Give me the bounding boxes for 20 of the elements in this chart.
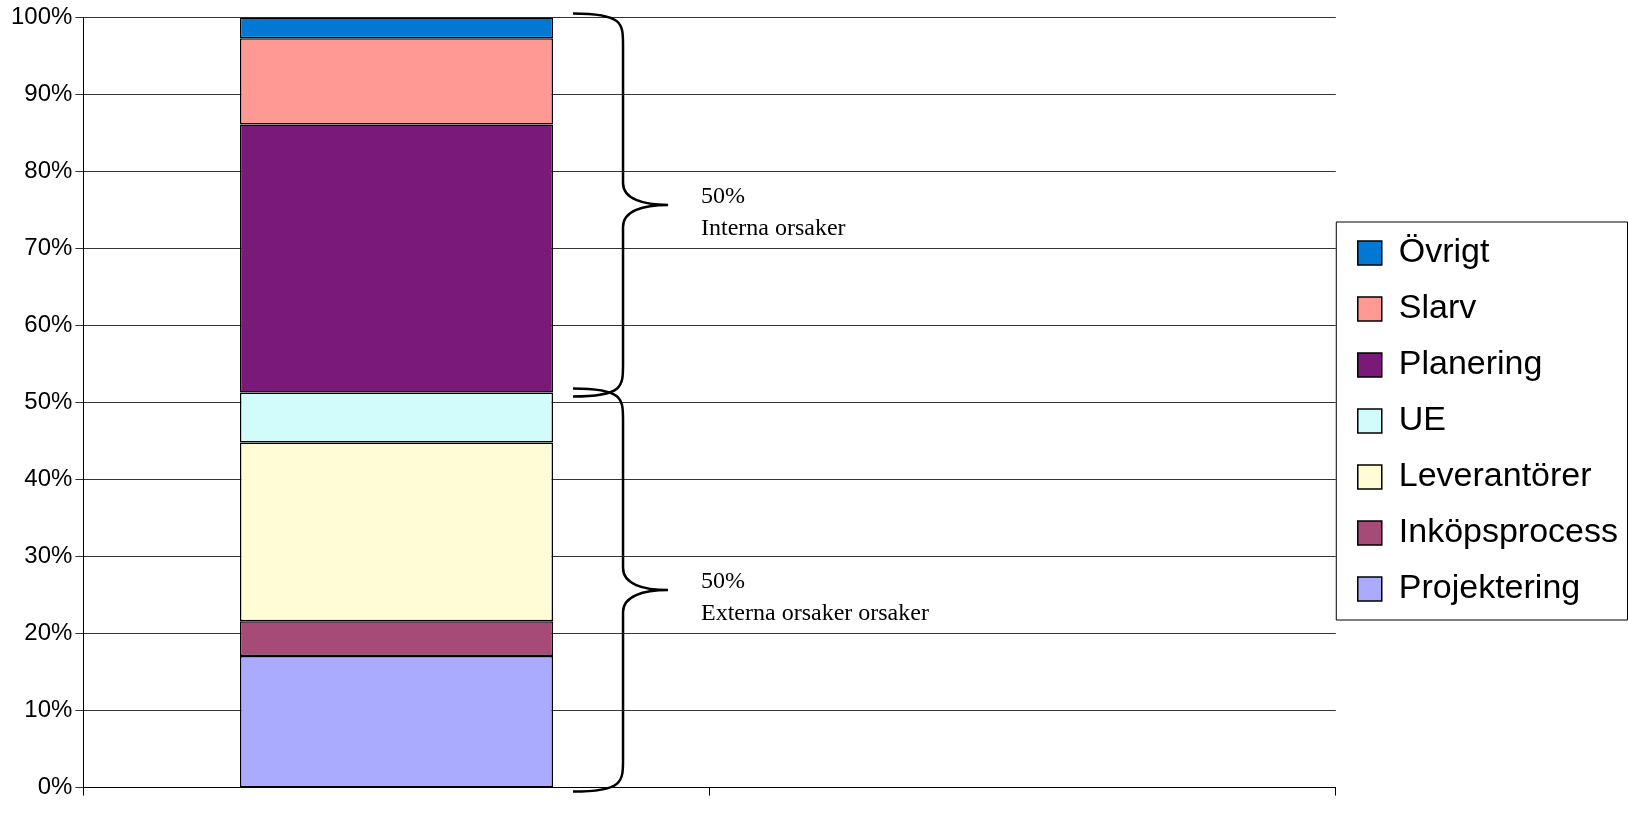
y-tick-label: 70% <box>24 233 73 261</box>
y-tick-label: 30% <box>24 541 73 569</box>
legend-label: Övrigt <box>1398 231 1491 270</box>
legend-label: Inköpsprocess <box>1398 511 1619 550</box>
annotation: 50% Externa orsaker orsaker <box>701 567 929 626</box>
legend-label: Leverantörer <box>1398 455 1592 494</box>
legend-label: Projektering <box>1398 567 1581 606</box>
y-tick-label: 60% <box>24 310 73 338</box>
y-tick-label: 10% <box>24 695 73 723</box>
y-tick-label: 50% <box>24 387 73 415</box>
y-tick-label: 20% <box>24 618 73 646</box>
y-tick-label: 40% <box>24 464 73 492</box>
y-tick-label: 100% <box>10 2 73 30</box>
y-tick-label: 0% <box>37 772 73 800</box>
legend-label: Planering <box>1398 343 1543 382</box>
y-tick-label: 90% <box>24 79 73 107</box>
y-tick-label: 80% <box>24 156 73 184</box>
legend-label: UE <box>1398 399 1447 438</box>
legend-label: Slarv <box>1398 287 1477 326</box>
annotation: 50% Interna orsaker <box>701 182 846 241</box>
